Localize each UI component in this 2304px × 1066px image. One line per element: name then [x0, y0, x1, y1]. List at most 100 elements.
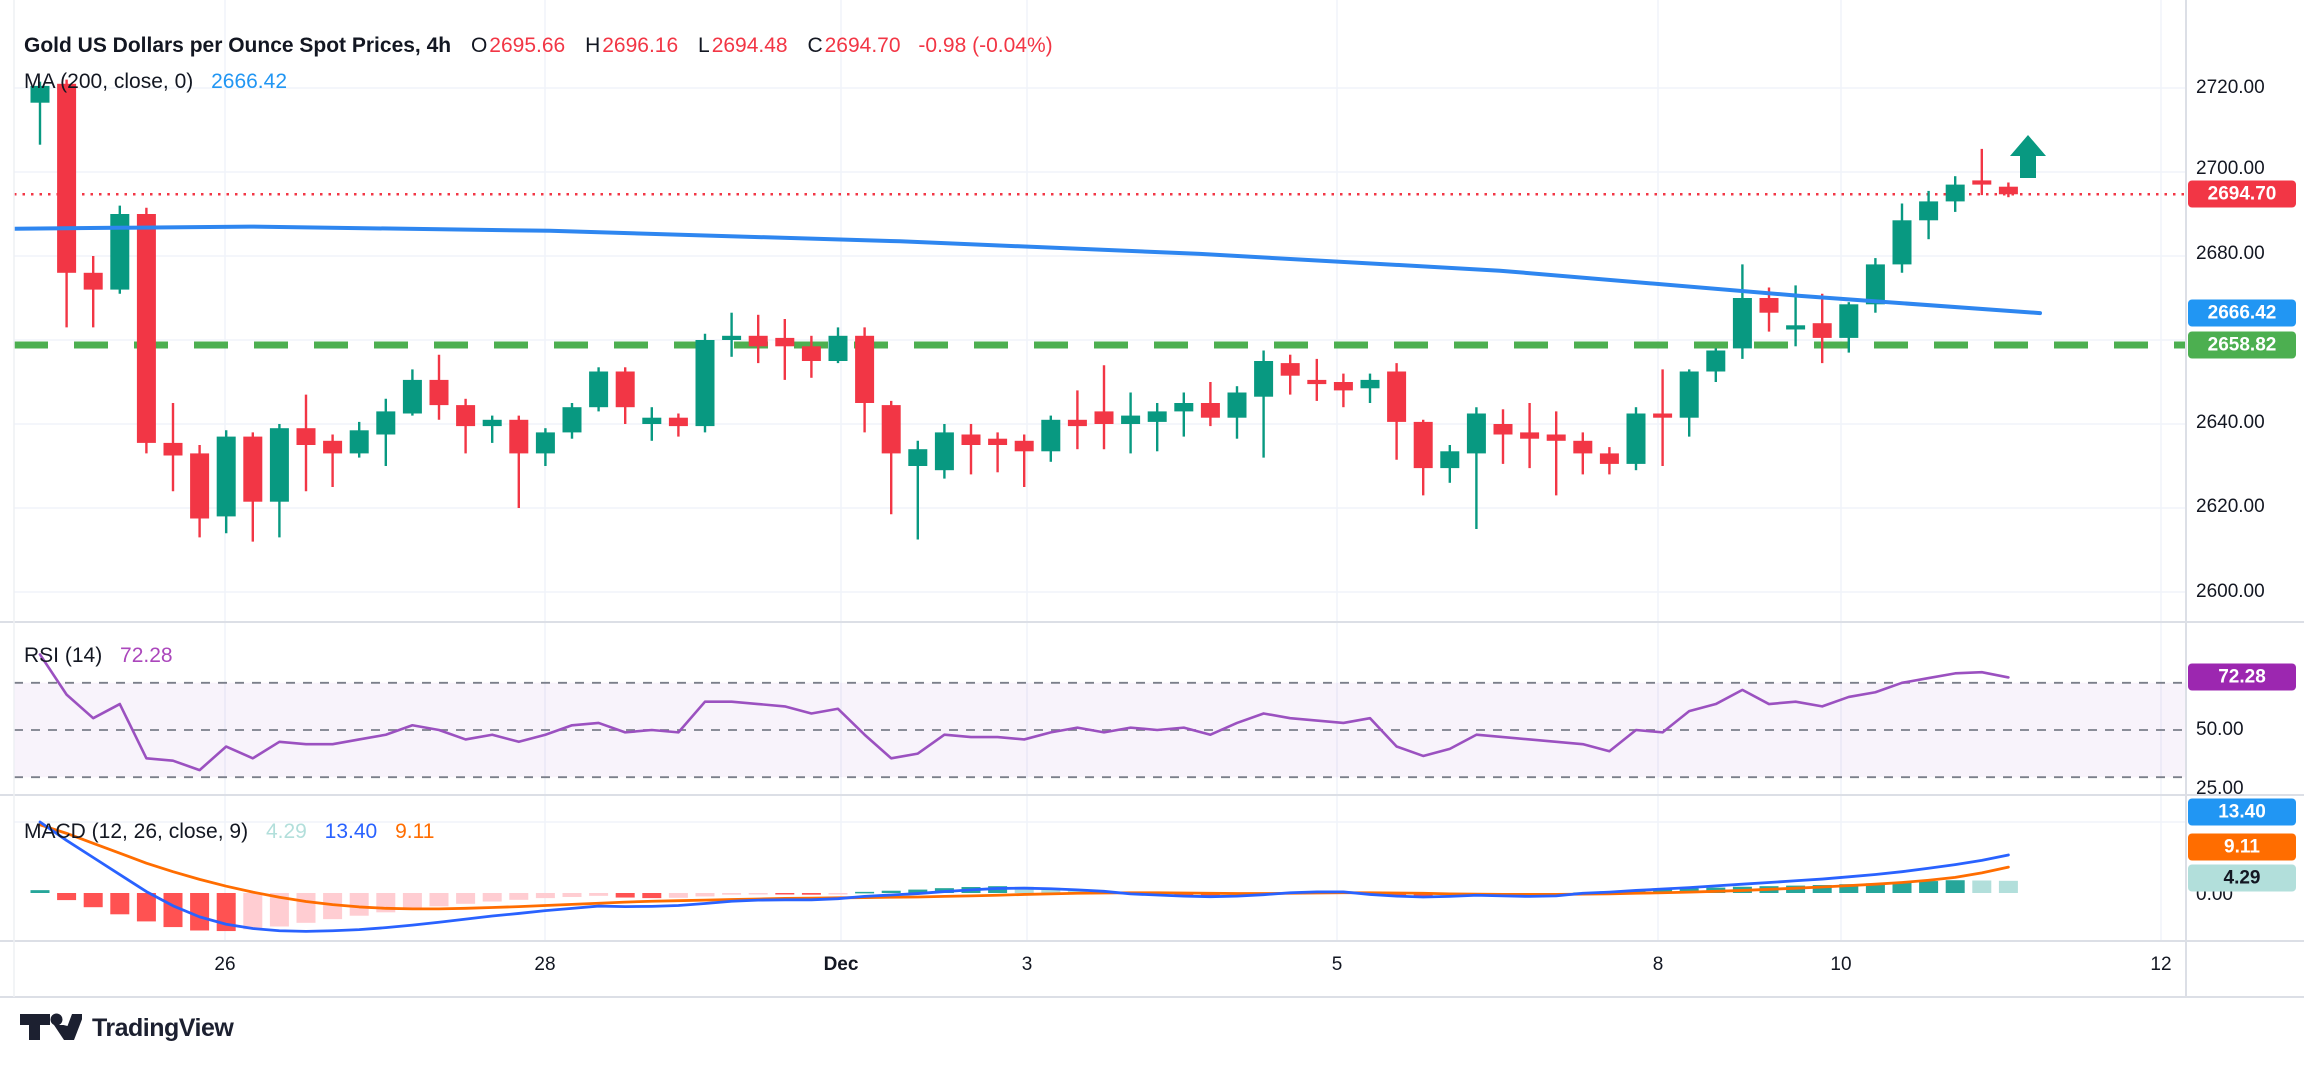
candle-body	[1919, 201, 1939, 221]
macd-hist-bar	[509, 893, 529, 900]
candle-body	[535, 432, 555, 454]
candle-body	[722, 335, 742, 340]
macd-hist-bar	[349, 893, 369, 916]
candle-body	[190, 453, 210, 519]
candle-body	[855, 335, 875, 403]
candle-body	[323, 440, 343, 454]
candle-body	[83, 272, 103, 290]
candle-body	[695, 340, 715, 427]
macd-hist-bar	[1892, 882, 1912, 893]
macd-hist-bar	[30, 890, 50, 893]
macd-hist-bar	[296, 893, 316, 923]
candle-body	[1333, 382, 1353, 391]
macd-hist-bar	[83, 893, 103, 908]
candle-body	[1998, 186, 2018, 195]
ma-legend: MA (200, close, 0) 2666.42	[24, 69, 287, 95]
candle-body	[1493, 424, 1513, 435]
panel-separators	[0, 0, 2304, 998]
candle-body	[1972, 180, 1992, 185]
candle-body	[1653, 413, 1673, 418]
macd-hist-bar	[1945, 880, 1965, 893]
open-value: 2695.66	[489, 34, 566, 57]
tradingview-logo-icon	[20, 1013, 82, 1040]
candle-body	[136, 214, 156, 443]
candle-body	[668, 417, 688, 427]
macd-main-line	[38, 820, 2010, 933]
close-value: 2694.70	[824, 34, 901, 57]
macd-hist-bar	[1839, 884, 1859, 893]
macd-hist-bar	[1041, 887, 1061, 893]
price-levels	[14, 193, 2186, 349]
macd-hist-bar	[775, 893, 795, 895]
macd-indicator-label[interactable]: MACD (12, 26, close, 9)	[24, 820, 249, 843]
candle-body	[1865, 264, 1885, 305]
candle-body	[216, 436, 236, 517]
ohlc-open: O2695.66	[470, 34, 566, 57]
macd-hist-bar	[562, 893, 582, 897]
macd-hist-bar	[1200, 893, 1220, 897]
change-value: -0.98 (-0.04%)	[918, 34, 1053, 57]
candle-body	[1014, 440, 1034, 452]
candle-body	[110, 214, 130, 290]
candle-body	[1041, 419, 1061, 452]
candle-body	[1892, 220, 1912, 265]
macd-hist-bar	[243, 893, 263, 930]
candle-body	[57, 83, 77, 273]
macd-hist-bar	[855, 891, 875, 894]
candle-body	[828, 335, 848, 361]
candle-body	[1599, 453, 1619, 464]
macd-hist-bar	[190, 893, 210, 931]
candle-body	[1094, 411, 1114, 424]
candle-body	[1227, 392, 1247, 418]
ohlc-low: L2694.48	[698, 34, 788, 57]
macd-hist-bar	[828, 893, 848, 895]
macd-hist-bar	[1653, 889, 1673, 893]
rsi-line	[38, 653, 2010, 772]
candle-body	[456, 405, 476, 427]
candle-body	[908, 449, 928, 466]
up-arrow-icon	[2010, 135, 2046, 178]
candle-body	[1280, 363, 1300, 376]
symbol-title[interactable]: Gold US Dollars per Ounce Spot Prices, 4…	[24, 34, 452, 57]
macd-hist-bar	[1387, 893, 1407, 897]
candle-body	[0, 132, 9, 143]
candle-body	[1413, 421, 1433, 469]
candle-body	[269, 428, 289, 502]
candle-body	[801, 346, 821, 361]
candle-body	[988, 438, 1008, 445]
main-legend: Gold US Dollars per Ounce Spot Prices, 4…	[24, 33, 1053, 59]
macd-hist-bar	[402, 893, 422, 910]
macd-hist-bar	[1067, 889, 1087, 893]
macd-hist-bar	[456, 893, 476, 904]
macd-hist-bar	[668, 893, 688, 898]
macd-hist-bar	[908, 889, 928, 893]
macd-signal-line	[38, 823, 2010, 911]
candle-body	[642, 417, 662, 424]
tradingview-logo[interactable]: TradingView	[18, 1008, 234, 1048]
candle-body	[1174, 403, 1194, 412]
candle-body	[615, 371, 635, 408]
macd-hist-bar	[57, 893, 77, 901]
ma-indicator-label[interactable]: MA (200, close, 0)	[24, 70, 194, 93]
candle-body	[296, 428, 316, 445]
ma200-line	[14, 224, 2042, 316]
candle-body	[482, 419, 502, 427]
macd-line-value: 13.40	[324, 820, 378, 843]
candle-body	[1466, 413, 1486, 454]
rsi-indicator-label[interactable]: RSI (14)	[24, 644, 103, 667]
macd-hist-value: 4.29	[265, 820, 307, 843]
candle-body	[1307, 379, 1327, 385]
macd-hist-bar	[269, 893, 289, 927]
candle-body	[1121, 415, 1141, 424]
macd-hist-bar	[1014, 886, 1034, 893]
candle-body	[1732, 298, 1752, 349]
candle-body	[1679, 371, 1699, 418]
candle-body	[1254, 361, 1274, 397]
candle-body	[1945, 184, 1965, 202]
candle-body	[1387, 371, 1407, 422]
macd-hist-bar	[695, 893, 715, 897]
macd-hist-bar	[801, 893, 821, 895]
rsi-band	[14, 681, 2186, 779]
candle-body	[1786, 325, 1806, 330]
